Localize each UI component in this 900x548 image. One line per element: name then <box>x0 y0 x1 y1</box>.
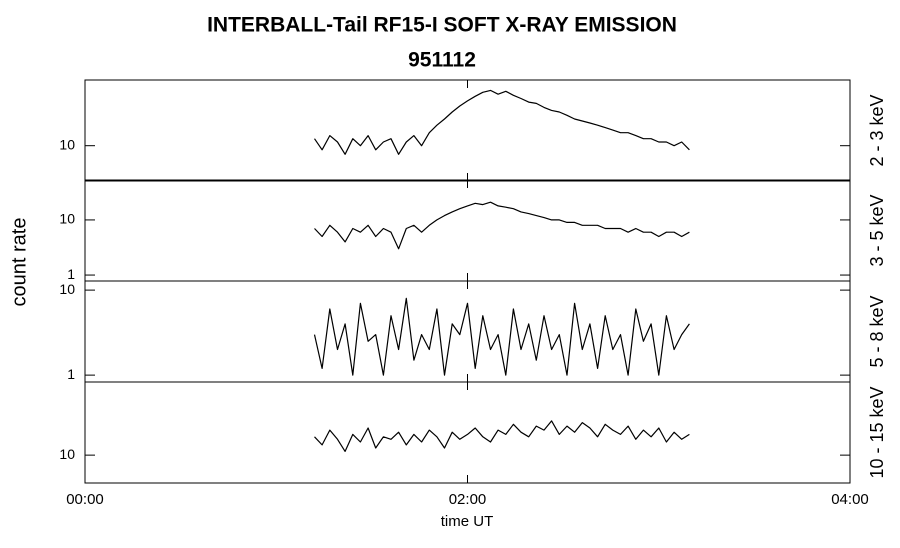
panel-label: 10 - 15 keV <box>867 386 887 478</box>
panel-label: 5 - 8 keV <box>867 295 887 367</box>
data-line <box>314 201 690 250</box>
panel-label: 2 - 3 keV <box>867 94 887 166</box>
data-line <box>314 420 690 452</box>
y-axis-label: count rate <box>8 218 30 307</box>
panel-label: 3 - 5 keV <box>867 194 887 266</box>
x-axis-label: time UT <box>441 513 494 530</box>
y-tick-label: 10 <box>59 136 75 152</box>
y-tick-label: 1 <box>67 366 75 382</box>
x-tick-label: 04:00 <box>831 491 869 508</box>
x-tick-label: 00:00 <box>66 491 104 508</box>
y-tick-label: 10 <box>59 281 75 297</box>
y-tick-label: 1 <box>67 266 75 282</box>
data-line <box>313 297 690 376</box>
y-tick-label: 10 <box>59 211 75 227</box>
y-tick-label: 10 <box>59 446 75 462</box>
x-tick-label: 02:00 <box>449 491 487 508</box>
data-line <box>314 89 690 155</box>
chart-title: INTERBALL-Tail RF15-I SOFT X-RAY EMISSIO… <box>207 14 677 37</box>
chart-subtitle: 951112 <box>408 49 476 72</box>
